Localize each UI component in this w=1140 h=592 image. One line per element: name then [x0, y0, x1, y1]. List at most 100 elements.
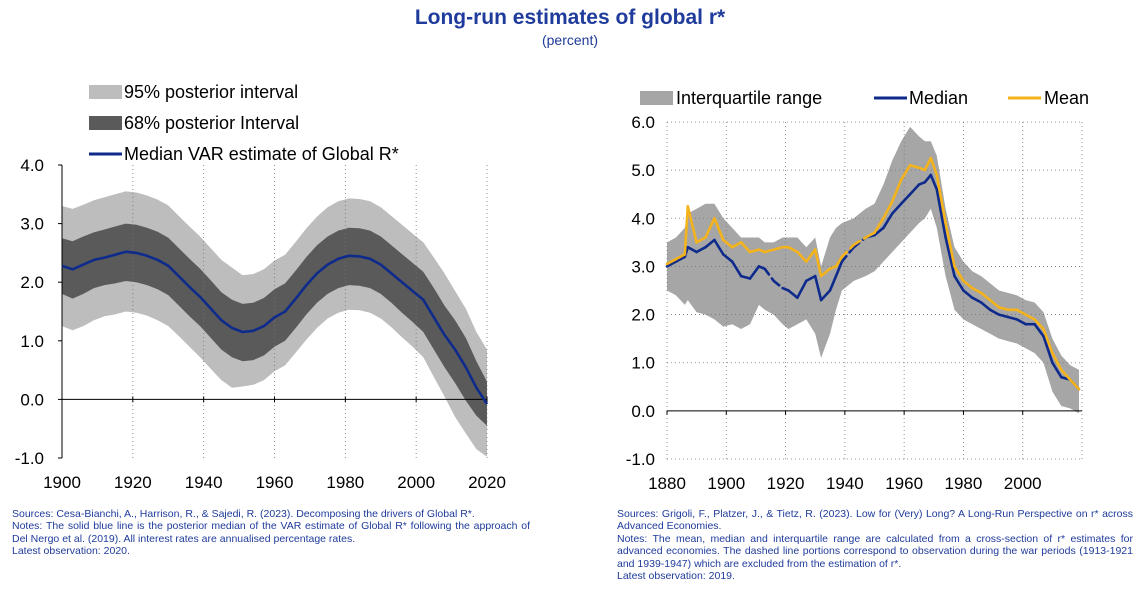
right-median-segment — [944, 236, 956, 278]
left-y-tick-label: 4.0 — [20, 156, 44, 175]
left-notes: Sources: Cesa-Bianchi, A., Harrison, R.,… — [12, 508, 530, 558]
right-median-segment — [695, 245, 707, 254]
right-mean-segment — [1068, 378, 1081, 391]
right-y-tick-label: 3.0 — [631, 257, 655, 276]
right-mean-segment — [929, 156, 939, 177]
left-x-tick-label: 1900 — [43, 473, 81, 492]
right-y-tick-label: 4.0 — [631, 209, 655, 228]
right-mean-segment — [979, 291, 992, 302]
right-median-segment — [953, 274, 965, 292]
right-mean-segment — [1051, 351, 1063, 372]
right-mean-segment — [953, 265, 965, 283]
left-legend-swatch-95 — [89, 85, 122, 99]
right-mean-segment — [721, 238, 734, 249]
right-note-notes: Notes: The mean, median and interquartil… — [617, 532, 1133, 570]
right-median-segment — [979, 301, 992, 312]
right-mean-segment — [1042, 327, 1054, 355]
right-median-segment — [935, 188, 947, 239]
right-mean-segment — [730, 241, 743, 249]
right-median-segment — [1033, 322, 1045, 338]
right-mean-segment — [873, 217, 885, 234]
left-x-tick-label: 2000 — [397, 473, 435, 492]
right-median-segment — [873, 226, 885, 237]
right-mean-segment — [908, 164, 921, 169]
left-y-tick-label: 3.0 — [20, 215, 44, 234]
left-y-tick-label: 2.0 — [20, 273, 44, 292]
right-median-segment — [828, 274, 838, 292]
right-y-tick-label: 1.0 — [631, 354, 655, 373]
right-mean-segment — [864, 231, 876, 239]
right-mean-segment — [748, 248, 761, 254]
page-subtitle: (percent) — [541, 32, 599, 48]
right-x-tick-label: 1880 — [648, 474, 686, 493]
right-mean-segment — [840, 243, 856, 259]
right-mean-segment — [796, 250, 808, 263]
right-mean-segment — [852, 236, 867, 247]
right-mean-segment — [674, 253, 687, 261]
right-mean-segment — [1015, 308, 1027, 316]
right-legend-label-iqr: Interquartile range — [676, 88, 822, 108]
right-note-sources: Sources: Grigoli, F., Platzer, J., & Tie… — [617, 508, 1133, 533]
right-legend-label-mean: Mean — [1044, 88, 1089, 108]
right-median-segment — [772, 279, 784, 290]
right-median-segment — [1051, 361, 1063, 379]
right-median-segment — [890, 202, 903, 215]
left-y-tick-label: 1.0 — [20, 332, 44, 351]
right-mean-segment — [997, 306, 1010, 312]
right-y-tick-label: 5.0 — [631, 161, 655, 180]
right-note-latest: Latest observation: 2019. — [617, 570, 735, 583]
right-mean-segment — [935, 173, 947, 225]
right-median-segment — [1015, 318, 1027, 326]
right-mean-segment — [834, 255, 844, 268]
right-x-tick-label: 1980 — [945, 474, 983, 493]
right-mean-segment — [923, 156, 933, 172]
right-x-tick-label: 1940 — [826, 474, 864, 493]
right-median-segment — [739, 274, 752, 280]
right-mean-segment — [1024, 313, 1036, 321]
right-y-tick-label: 0.0 — [631, 402, 655, 421]
right-mean-segment — [944, 221, 956, 268]
right-mean-segment — [813, 248, 823, 278]
left-y-tick-label: -1.0 — [15, 449, 44, 468]
right-median-segment — [923, 173, 933, 184]
right-median-segment — [962, 289, 974, 300]
right-median-segment — [787, 289, 799, 300]
right-mean-segment — [772, 245, 784, 251]
right-mean-segment — [695, 236, 707, 244]
left-note-notes: Notes: The solid blue line is the poster… — [12, 520, 530, 545]
right-median-segment — [908, 183, 921, 196]
right-mean-segment — [665, 257, 678, 266]
right-mean-segment — [739, 241, 752, 254]
right-mean-segment — [704, 217, 716, 239]
right-median-segment — [970, 296, 983, 304]
left-x-tick-label: 1960 — [256, 473, 294, 492]
right-mean-segment — [988, 298, 1001, 309]
right-x-tick-label: 1900 — [707, 474, 745, 493]
right-x-tick-label: 2000 — [1004, 474, 1042, 493]
right-mean-segment — [962, 279, 974, 290]
left-legend-swatch-68 — [89, 116, 122, 130]
right-median-segment — [748, 265, 761, 280]
right-median-segment — [674, 255, 687, 263]
right-median-segment — [730, 260, 743, 278]
right-median-segment — [665, 260, 678, 268]
right-median-segment — [988, 308, 1001, 316]
left-x-tick-label: 1940 — [185, 473, 223, 492]
right-median-segment — [804, 274, 817, 283]
right-median-segment — [763, 267, 776, 283]
left-legend-label-68: 68% posterior Interval — [124, 113, 299, 133]
right-mean-segment — [804, 248, 817, 263]
right-mean-segment — [713, 217, 725, 242]
right-median-segment — [840, 245, 856, 263]
left-band-68 — [62, 223, 487, 426]
right-mean-segment — [882, 200, 894, 220]
right-y-tick-label: 2.0 — [631, 306, 655, 325]
right-legend-label-median: Median — [909, 88, 968, 108]
right-iqr-band — [667, 126, 1079, 414]
right-mean-segment — [787, 245, 799, 254]
left-note-sources: Sources: Cesa-Bianchi, A., Harrison, R.,… — [12, 508, 475, 520]
right-mean-segment — [890, 178, 903, 203]
right-median-segment — [796, 279, 808, 300]
right-median-segment — [721, 253, 734, 263]
